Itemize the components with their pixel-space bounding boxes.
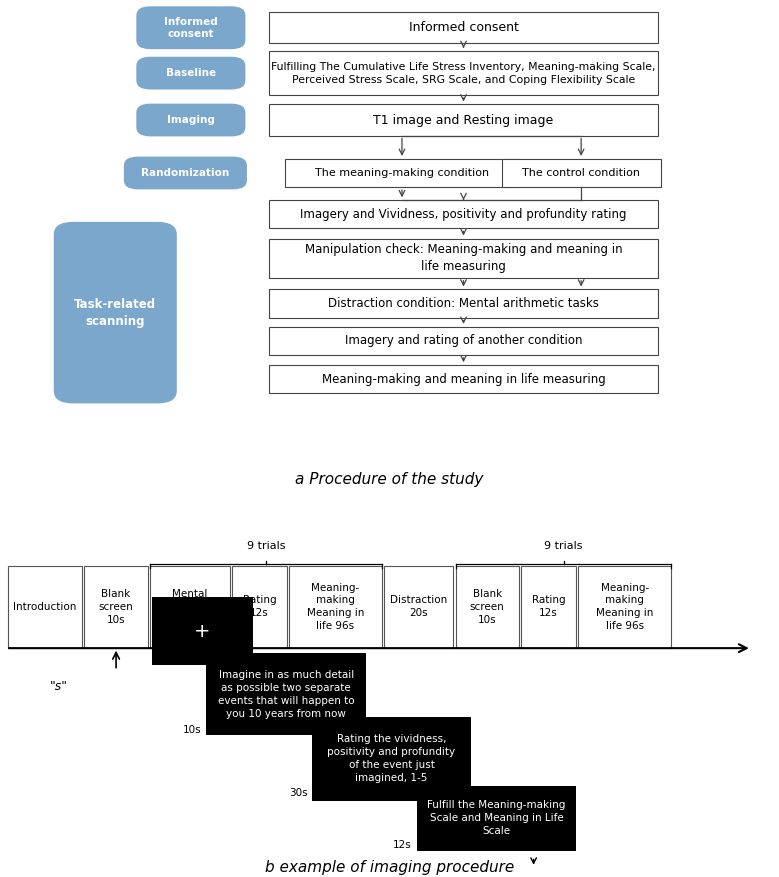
- Text: +: +: [194, 622, 211, 640]
- FancyBboxPatch shape: [521, 566, 576, 648]
- FancyBboxPatch shape: [54, 222, 177, 403]
- Text: Task-related
scanning: Task-related scanning: [74, 297, 157, 328]
- Text: Imagery and rating of another condition: Imagery and rating of another condition: [345, 334, 582, 347]
- FancyBboxPatch shape: [269, 289, 658, 317]
- FancyBboxPatch shape: [289, 566, 382, 648]
- Text: T1 image and Resting image: T1 image and Resting image: [373, 113, 554, 126]
- FancyBboxPatch shape: [269, 12, 658, 43]
- Text: Meaning-making and meaning in life measuring: Meaning-making and meaning in life measu…: [322, 373, 605, 386]
- FancyBboxPatch shape: [136, 6, 245, 49]
- Text: Rating the vividness,
positivity and profundity
of the event just
imagined, 1-5: Rating the vividness, positivity and pro…: [327, 734, 456, 783]
- Text: Distraction condition: Mental arithmetic tasks: Distraction condition: Mental arithmetic…: [328, 297, 599, 310]
- FancyBboxPatch shape: [124, 157, 247, 189]
- Text: Informed consent: Informed consent: [408, 21, 519, 34]
- FancyBboxPatch shape: [269, 327, 658, 355]
- Text: Rating
12s: Rating 12s: [242, 595, 277, 618]
- FancyBboxPatch shape: [206, 653, 366, 735]
- Text: 10s: 10s: [182, 724, 201, 735]
- Text: 30s: 30s: [289, 788, 308, 798]
- FancyBboxPatch shape: [269, 365, 658, 393]
- Text: a Procedure of the study: a Procedure of the study: [295, 472, 484, 487]
- FancyBboxPatch shape: [269, 51, 658, 96]
- Text: The meaning-making condition: The meaning-making condition: [315, 168, 489, 178]
- Text: Imagine in as much detail
as possible two separate
events that will happen to
yo: Imagine in as much detail as possible tw…: [218, 670, 354, 718]
- FancyBboxPatch shape: [269, 239, 658, 278]
- Text: b example of imaging procedure: b example of imaging procedure: [265, 860, 514, 875]
- FancyBboxPatch shape: [8, 566, 82, 648]
- FancyBboxPatch shape: [417, 786, 576, 851]
- FancyBboxPatch shape: [136, 57, 245, 89]
- Text: Meaning-
making
Meaning in
life 96s: Meaning- making Meaning in life 96s: [596, 582, 654, 631]
- Text: Rating
12s: Rating 12s: [531, 595, 566, 618]
- Text: Baseline: Baseline: [166, 68, 216, 78]
- Text: Manipulation check: Meaning-making and meaning in
life measuring: Manipulation check: Meaning-making and m…: [305, 244, 622, 273]
- FancyBboxPatch shape: [578, 566, 671, 648]
- Text: "s": "s": [49, 681, 68, 694]
- FancyBboxPatch shape: [456, 566, 519, 648]
- Text: Introduction: Introduction: [13, 602, 76, 612]
- Text: The control condition: The control condition: [522, 168, 640, 178]
- Text: 9 trials: 9 trials: [247, 541, 285, 551]
- FancyBboxPatch shape: [84, 566, 148, 648]
- FancyBboxPatch shape: [150, 566, 230, 648]
- FancyBboxPatch shape: [312, 717, 471, 801]
- Text: Informed
consent: Informed consent: [164, 17, 217, 39]
- FancyBboxPatch shape: [502, 159, 661, 187]
- Text: Imaging: Imaging: [167, 115, 215, 125]
- Text: Blank
screen
10s: Blank screen 10s: [470, 589, 505, 624]
- Text: Blank
screen
10s: Blank screen 10s: [99, 589, 133, 624]
- FancyBboxPatch shape: [269, 200, 658, 228]
- Text: Mental
simulation
30s: Mental simulation 30s: [163, 589, 217, 624]
- Text: Randomization: Randomization: [141, 168, 230, 178]
- FancyBboxPatch shape: [269, 104, 658, 136]
- Text: Fulfill the Meaning-making
Scale and Meaning in Life
Scale: Fulfill the Meaning-making Scale and Mea…: [428, 801, 566, 836]
- Text: Meaning-
making
Meaning in
life 96s: Meaning- making Meaning in life 96s: [307, 582, 364, 631]
- FancyBboxPatch shape: [384, 566, 453, 648]
- FancyBboxPatch shape: [152, 597, 253, 665]
- Text: Fulfilling The Cumulative Life Stress Inventory, Meaning-making Scale,
Perceived: Fulfilling The Cumulative Life Stress In…: [271, 61, 656, 84]
- FancyBboxPatch shape: [232, 566, 287, 648]
- Text: Imagery and Vividness, positivity and profundity rating: Imagery and Vividness, positivity and pr…: [300, 208, 627, 221]
- Text: 12s: 12s: [393, 840, 411, 851]
- Text: Distraction
20s: Distraction 20s: [390, 595, 447, 618]
- FancyBboxPatch shape: [136, 103, 245, 137]
- Text: 9 trials: 9 trials: [545, 541, 583, 551]
- FancyBboxPatch shape: [285, 159, 519, 187]
